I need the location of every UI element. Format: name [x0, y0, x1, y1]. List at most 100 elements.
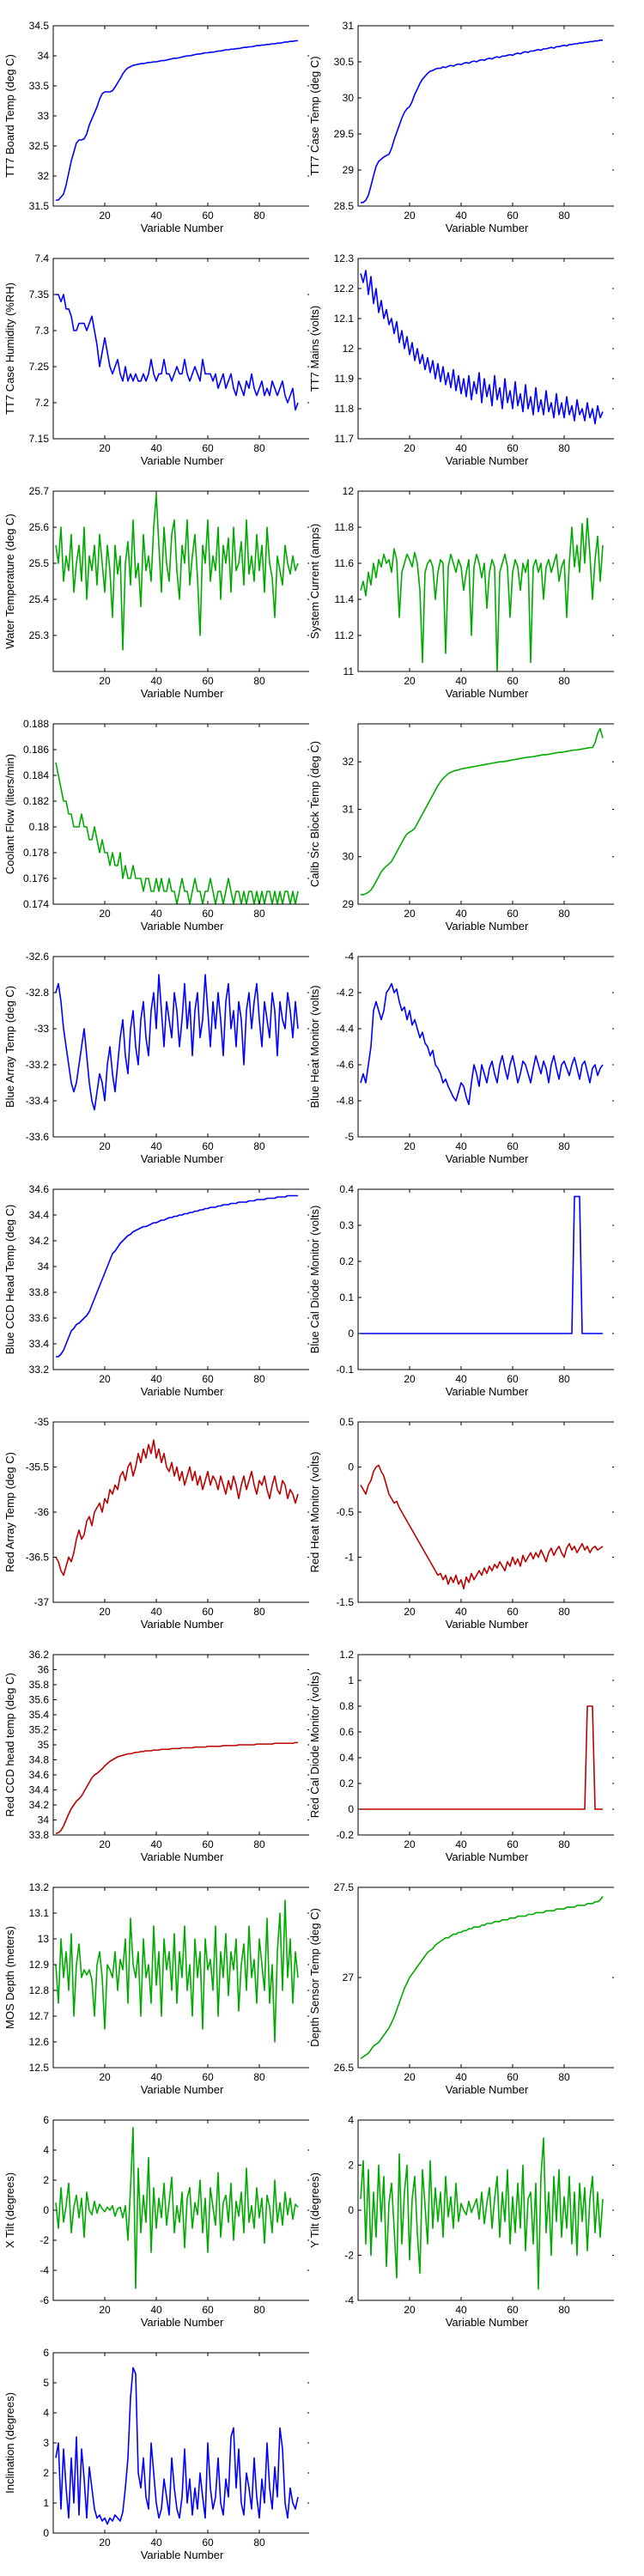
y-axis-label: Y Tilt (degrees) [308, 2172, 321, 2248]
x-tick-label: 80 [558, 2304, 570, 2316]
x-axis-label: Variable Number [446, 687, 529, 700]
x-tick-label: 80 [253, 2537, 265, 2549]
y-tick-label: -0.2 [336, 1829, 354, 1841]
y-axis-label: TT7 Case Humidity (%RH) [3, 283, 16, 415]
x-tick-label: 60 [202, 442, 214, 454]
series-line [360, 2137, 604, 2290]
y-tick-label: 36.2 [29, 1649, 50, 1661]
x-tick-label: 60 [202, 908, 214, 920]
x-tick-label: 40 [150, 2304, 162, 2316]
x-tick-label: 20 [99, 1838, 111, 1850]
series-line [56, 294, 299, 411]
y-tick-label: 3 [43, 2437, 49, 2449]
y-tick-label: -36.5 [26, 1552, 50, 1564]
y-tick-label: 7.15 [29, 433, 50, 445]
series-line [360, 270, 604, 425]
y-tick-label: 34.2 [29, 1799, 50, 1811]
series-line [361, 39, 603, 204]
y-tick-label: -4.4 [336, 1023, 354, 1035]
x-tick-label: 80 [558, 2071, 570, 2083]
series-line [55, 2126, 299, 2289]
y-tick-label: -37 [34, 1596, 50, 1608]
chart-panel-14: 20 40 60 80 33.8 34 34.2 34.4 34.6 34.8 35 35.2 35.4… [3, 1649, 309, 1863]
x-axis-label: Variable Number [446, 1385, 529, 1398]
x-tick-label: 80 [558, 442, 570, 454]
series-line [55, 762, 299, 904]
x-tick-label: 40 [455, 1838, 467, 1850]
chart-panel-1: 20 40 60 80 28.5 29 29.5 30 30.5 31 Variable Numbe… [308, 20, 614, 234]
axes-box [357, 490, 614, 672]
x-tick-label: 40 [455, 2071, 467, 2083]
x-tick-label: 60 [507, 210, 519, 222]
y-tick-label: 11.7 [335, 433, 355, 445]
y-tick-label: -1.5 [336, 1596, 354, 1608]
y-tick-label: 0 [43, 2527, 49, 2539]
y-tick-label: 34.2 [29, 1235, 50, 1247]
x-tick-label: 20 [404, 1140, 416, 1152]
x-tick-label: 60 [202, 2537, 214, 2549]
y-tick-label: 34.4 [29, 1784, 50, 1796]
y-axis-label: Red Array Temp (deg C) [3, 1452, 16, 1572]
axes-box [357, 1886, 614, 2069]
y-tick-label: -6 [39, 2294, 49, 2306]
y-tick-label: 34 [38, 1261, 50, 1273]
y-tick-label: 0 [348, 1461, 354, 1473]
y-tick-label: -36 [34, 1506, 50, 1518]
y-tick-label: 0 [348, 1327, 354, 1340]
x-axis-label: Variable Number [446, 2316, 529, 2329]
axes-box [357, 956, 614, 1138]
x-tick-label: 60 [507, 1140, 519, 1152]
x-tick-label: 40 [150, 1373, 162, 1385]
x-tick-label: 60 [202, 1838, 214, 1850]
x-tick-label: 40 [455, 210, 467, 222]
x-axis-label: Variable Number [446, 1618, 529, 1631]
y-axis-label: X Tilt (degrees) [3, 2172, 16, 2248]
y-axis-label: TT7 Board Temp (deg C) [3, 54, 16, 178]
x-tick-label: 60 [507, 442, 519, 454]
axes-box [52, 1421, 309, 1603]
axes-box [357, 1421, 614, 1603]
y-tick-label: 32.5 [29, 140, 50, 152]
x-tick-label: 20 [404, 908, 416, 920]
y-tick-label: 7.4 [34, 252, 49, 264]
y-tick-label: 6 [43, 2347, 49, 2359]
chart-panel-6: 20 40 60 80 0.174 0.176 0.178 0.18 0.182 0.184 0.1… [3, 718, 309, 933]
x-axis-label: Variable Number [446, 222, 529, 234]
series-line [360, 982, 604, 1105]
y-tick-label: 33.6 [29, 1312, 50, 1324]
x-tick-label: 60 [202, 675, 214, 687]
y-tick-label: 0.4 [339, 1183, 354, 1195]
series-line [360, 517, 604, 671]
y-tick-label: -32.8 [26, 987, 50, 999]
y-tick-label: 0.18 [29, 821, 50, 833]
series-line [56, 1194, 298, 1358]
x-tick-label: 40 [150, 1140, 162, 1152]
y-axis-label: MOS Depth (meters) [3, 1926, 16, 2029]
y-tick-label: -4.8 [336, 1095, 354, 1107]
x-tick-label: 20 [404, 2071, 416, 2083]
y-tick-label: -0.5 [336, 1506, 354, 1518]
x-tick-label: 60 [202, 1606, 214, 1618]
y-axis-label: Inclination (degrees) [3, 2392, 16, 2494]
y-tick-label: 33.2 [29, 1364, 50, 1376]
y-tick-label: 12.1 [334, 313, 355, 325]
y-tick-label: 11.4 [335, 593, 355, 605]
series-line [360, 1464, 604, 1590]
axes-box [357, 1188, 614, 1370]
y-tick-label: 33.5 [29, 80, 50, 92]
x-tick-label: 40 [455, 1140, 467, 1152]
y-tick-label: 33.8 [29, 1829, 50, 1841]
x-tick-label: 40 [150, 2071, 162, 2083]
y-tick-label: 34.8 [29, 1754, 50, 1766]
y-tick-label: 7.2 [34, 397, 49, 409]
x-axis-label: Variable Number [141, 687, 224, 700]
y-tick-label: 11.6 [335, 557, 355, 569]
x-axis-label: Variable Number [446, 1850, 529, 1863]
chart-panel-19: 20 40 60 80 -4 -2 0 2 4 Variable Number Y Tilt (de… [308, 2114, 614, 2329]
y-tick-label: 0 [43, 2204, 49, 2216]
y-tick-label: 1 [348, 1674, 354, 1686]
x-tick-label: 60 [507, 1606, 519, 1618]
y-tick-label: 7.35 [29, 289, 50, 301]
y-tick-label: -5 [344, 1131, 354, 1143]
y-axis-label: System Current (amps) [308, 524, 321, 639]
